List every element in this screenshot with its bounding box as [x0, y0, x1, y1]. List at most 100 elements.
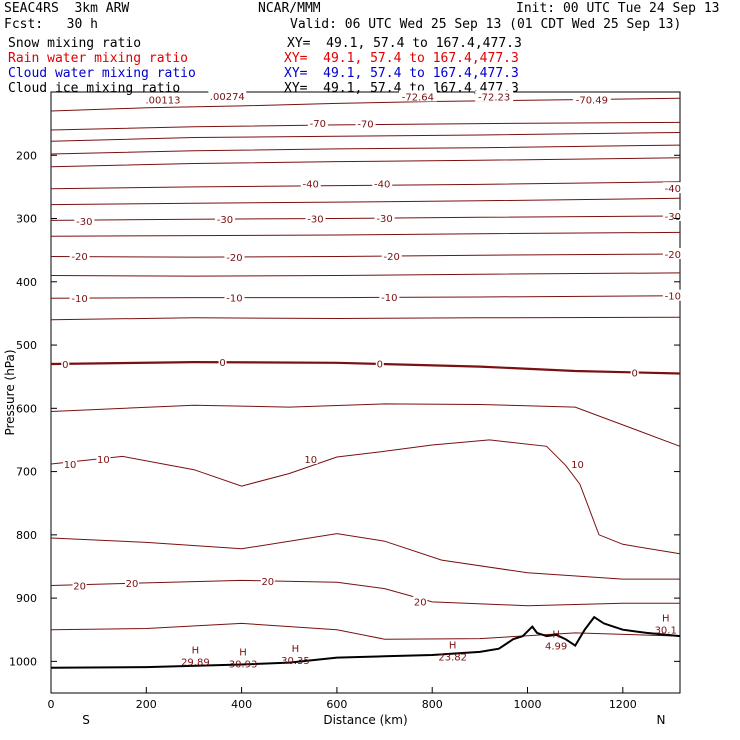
h-marker-1: H: [239, 647, 247, 658]
y-tick-label-4: 600: [16, 402, 37, 415]
contour-label-bg-31: [72, 579, 87, 591]
contour-label-33: 20: [261, 577, 274, 588]
contour-label-9: -40: [665, 184, 681, 195]
h-marker-2: H: [292, 644, 300, 655]
contour-line-3: [50, 144, 681, 155]
contour-line-17: [50, 579, 680, 607]
field-snow-name: Snow mixing ratio: [8, 36, 142, 51]
h-marker-5: H: [662, 614, 670, 625]
y-tick-label-2: 400: [16, 276, 37, 289]
contour-label-10: -30: [76, 217, 92, 228]
contour-label-14: -30: [665, 212, 681, 223]
contour-label-bg-3: [143, 93, 182, 105]
contour-label-bg-20: [224, 291, 245, 303]
contour-label-bg-6: [355, 117, 376, 129]
contour-label-22: -10: [665, 292, 681, 303]
terrain-surface: [50, 615, 681, 669]
contour-label-12: -30: [307, 215, 323, 226]
plot-frame: [50, 91, 681, 694]
contour-label-2: -70.49: [576, 96, 608, 107]
contour-label-bg-16: [224, 251, 245, 263]
contour-label-bg-7: [300, 177, 321, 189]
x-axis-right-end: N: [657, 713, 666, 727]
h-marker-3: H: [449, 640, 457, 651]
contour-label-bg-21: [379, 290, 400, 302]
init-time: Init: 00 UTC Tue 24 Sep 13: [516, 1, 720, 16]
y-tick-label-3: 500: [16, 339, 37, 352]
contour-label-bg-34: [413, 595, 428, 607]
contour-line-8: [50, 231, 681, 237]
contour-label-bg-1: [475, 90, 514, 102]
contour-label-20: -10: [226, 294, 242, 305]
y-tick-label-8: 1000: [9, 655, 37, 668]
contour-label-bg-10: [74, 215, 95, 227]
contour-label-bg-13: [374, 211, 395, 223]
y-tick-label-0: 200: [16, 149, 37, 162]
h-marker-value-0: 29.89: [181, 657, 210, 668]
contour-label-bg-14: [662, 209, 683, 221]
model-name: SEAC4RS 3km ARW: [4, 1, 130, 16]
contour-label-bg-5: [307, 116, 328, 128]
temperature-contours: [50, 97, 681, 640]
contour-line-11: [50, 295, 681, 299]
h-marker-4: H: [552, 630, 560, 641]
contour-label-28: 10: [97, 455, 110, 466]
field-rain-xy: XY= 49.1, 57.4 to 167.4,477.3: [284, 51, 519, 66]
x-axis-title: Distance (km): [323, 713, 407, 727]
h-marker-value-4: 4.99: [545, 642, 567, 653]
contour-label-bg-4: [208, 89, 247, 101]
y-tick-label-7: 900: [16, 592, 37, 605]
contour-line-2: [50, 132, 681, 142]
y-axis-title: Pressure (hPa): [3, 349, 17, 435]
contour-label-bg-27: [63, 457, 78, 469]
contour-label-bg-33: [260, 575, 275, 587]
contour-label-bg-18: [662, 247, 683, 259]
contour-label-21: -10: [381, 293, 397, 304]
contour-label-bg-29: [303, 452, 318, 464]
field-cloudwater-xy: XY= 49.1, 57.4 to 167.4,477.3: [284, 66, 519, 81]
contour-label-bg-12: [305, 212, 326, 224]
contour-label-19: -10: [71, 294, 87, 305]
field-rain-name: Rain water mixing ratio: [8, 51, 189, 66]
contour-label-34: 20: [414, 597, 427, 608]
contour-label-11: -30: [217, 215, 233, 226]
contour-label-15: -20: [71, 252, 87, 263]
contour-label-4: .00274: [210, 92, 245, 103]
plot-area: -72.64 -72.23 -70.49 .00113 .00274 -70 -70 -40 -…: [9, 89, 683, 711]
contour-label-3: .00113: [145, 96, 180, 107]
contour-line-10: [50, 272, 681, 277]
x-tick-label-4: 800: [422, 698, 443, 711]
contour-label-bg-25: [375, 357, 384, 369]
contour-label-13: -30: [376, 214, 392, 225]
contour-label-29: 10: [304, 455, 317, 466]
contour-label-0: -72.64: [402, 92, 434, 103]
contour-line-13: [50, 360, 681, 375]
valid-time: Valid: 06 UTC Wed 25 Sep 13 (01 CDT Wed …: [290, 17, 682, 32]
h-marker-0: H: [192, 645, 200, 656]
x-tick-label-2: 400: [231, 698, 252, 711]
contour-label-1: -72.23: [478, 92, 510, 103]
x-tick-label-6: 1200: [609, 698, 637, 711]
contour-label-bg-22: [662, 289, 683, 301]
contour-label-24: 0: [219, 358, 225, 369]
x-tick-label-1: 200: [136, 698, 157, 711]
contour-label-bg-9: [662, 182, 683, 194]
h-marker-value-2: 30.35: [281, 656, 310, 667]
h-marker-value-1: 30.93: [229, 659, 258, 670]
y-tick-label-1: 300: [16, 213, 37, 226]
contour-label-bg-2: [572, 93, 611, 105]
contour-label-bg-30: [570, 457, 585, 469]
h-marker-value-5: 30.1: [655, 626, 677, 637]
contour-label-7: -40: [303, 180, 319, 191]
contour-line-5: [50, 181, 681, 190]
contour-line-1: [50, 121, 681, 131]
forecast-hour: Fcst: 30 h: [4, 17, 98, 32]
contour-label-bg-15: [69, 249, 90, 261]
contour-line-7: [50, 215, 681, 221]
contour-label-bg-11: [214, 213, 235, 225]
x-tick-label-0: 0: [48, 698, 55, 711]
contour-label-bg-23: [61, 358, 70, 370]
